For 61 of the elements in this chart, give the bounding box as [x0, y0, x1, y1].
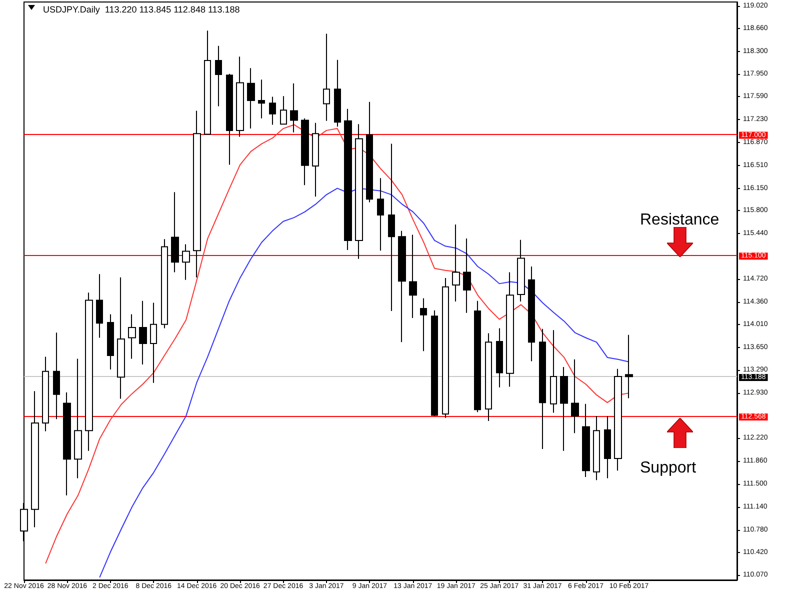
candlestick: [323, 33, 330, 122]
candlestick: [74, 358, 82, 479]
candlestick: [485, 332, 492, 422]
candlestick: [161, 238, 168, 329]
candlestick: [420, 298, 427, 352]
candlestick: [247, 68, 255, 130]
candlestick: [442, 277, 449, 418]
line-series: [45, 124, 630, 564]
line-series: [99, 188, 630, 578]
candlestick: [388, 143, 395, 312]
candlestick: [258, 79, 265, 119]
candlestick: [182, 244, 190, 280]
candlestick: [63, 392, 71, 496]
candlestick: [226, 73, 233, 166]
candlestick: [539, 328, 546, 450]
candlestick: [377, 178, 384, 252]
candlestick: [517, 239, 525, 302]
candlestick: [571, 358, 579, 434]
candlestick: [593, 415, 600, 481]
candlestick: [236, 56, 244, 138]
text: Resistance: [640, 212, 720, 228]
candlestick: [53, 332, 60, 420]
text: Support: [640, 460, 697, 476]
candlestick: [31, 390, 39, 528]
candlestick: [193, 110, 201, 278]
candlestick: [42, 356, 49, 432]
candlestick: [280, 96, 287, 125]
candlestick: [474, 300, 481, 413]
candlestick: [117, 276, 125, 400]
candlestick: [366, 101, 373, 203]
candlestick: [96, 274, 103, 338]
candlestick: [301, 118, 309, 186]
candlestick: [452, 224, 460, 302]
candlestick: [290, 82, 298, 133]
candlestick: [582, 403, 590, 478]
candlestick: [614, 368, 622, 472]
candlestick: [431, 310, 438, 416]
candlestick: [128, 314, 136, 360]
candlestick: [463, 238, 471, 314]
candlestick: [398, 230, 406, 343]
candlestick: [506, 272, 514, 388]
candlestick: [171, 192, 179, 273]
candlestick: [150, 302, 157, 384]
candlestick: [409, 234, 417, 319]
candlestick: [334, 59, 341, 128]
candlestick: [550, 330, 557, 414]
candlestick: [344, 108, 352, 250]
candlestick: [625, 334, 633, 399]
candlestick: [204, 30, 211, 135]
candlestick: [560, 366, 568, 452]
candlestick: [269, 96, 276, 126]
candlestick: [215, 45, 222, 107]
candlestick: [496, 328, 503, 388]
candlestick: [604, 415, 611, 479]
chart-title: USDJPY.Daily 113.220 113.845 112.848 113.188: [43, 4, 240, 14]
candlestick: [312, 122, 319, 198]
candlestick: [528, 266, 535, 362]
candlestick: [355, 124, 363, 260]
candlestick: [85, 292, 93, 452]
candlestick: [139, 300, 147, 365]
candlestick: [107, 314, 114, 370]
